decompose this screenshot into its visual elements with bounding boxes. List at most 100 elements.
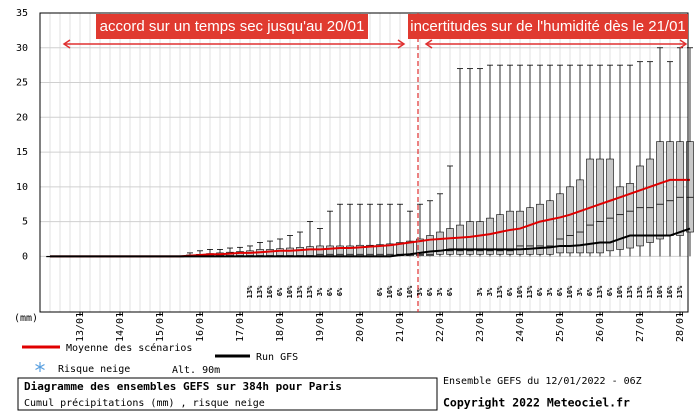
box [656, 141, 664, 240]
legend-label: Run GFS [256, 352, 298, 363]
altitude: Alt. 90m [172, 365, 220, 376]
box [446, 228, 454, 255]
annotation: accord sur un temps sec jusqu'au 20/01 [100, 18, 365, 35]
box [556, 193, 564, 254]
snow-risk-label: 6% [276, 287, 284, 296]
snow-risk-label: 6% [446, 287, 454, 296]
x-tick-label: 21/01 [395, 312, 406, 342]
copyright: Copyright 2022 Meteociel.fr [443, 396, 630, 410]
box [486, 217, 494, 255]
box [426, 235, 434, 256]
box [676, 141, 684, 236]
snow-risk-label: 3% [316, 287, 324, 296]
x-tick-label: 23/01 [475, 312, 486, 342]
annotation-box [408, 14, 688, 39]
snow-risk-label: 13% [646, 285, 654, 298]
box [296, 247, 304, 256]
series-line [50, 227, 691, 258]
box [306, 246, 314, 256]
legend-label: Risque neige [58, 364, 130, 375]
legend-label: Moyenne des scénarios [66, 342, 192, 354]
snow-risk-label: 6% [426, 287, 434, 296]
snow-risk-label: 6% [536, 287, 544, 296]
snow-risk-label: 10% [406, 285, 414, 298]
x-tick-label: 16/01 [195, 312, 206, 342]
snow-risk-label: 3% [576, 287, 584, 296]
snow-risk-label: 13% [246, 285, 254, 298]
x-tick-label: 25/01 [555, 312, 566, 342]
snow-risk-label: 3% [476, 287, 484, 296]
marks [46, 47, 694, 258]
snow-risk-label: 6% [336, 287, 344, 296]
plot-frame [39, 12, 689, 313]
x-tick-label: 13/01 [75, 312, 86, 342]
snow-risk-label: 13% [306, 285, 314, 298]
box [686, 141, 694, 233]
x-tick-label: 26/01 [595, 312, 606, 342]
snow-risk-label: 13% [526, 285, 534, 298]
x-tick-label: 17/01 [235, 312, 246, 342]
box [286, 247, 294, 256]
snow-risk-label: 6% [376, 287, 384, 296]
snow-risk-label: 3% [546, 287, 554, 296]
snow-risk-label: 10% [516, 285, 524, 298]
arrows [62, 39, 688, 49]
snow-risk-label: 3% [486, 287, 494, 296]
snow-risk-label: 3% [416, 287, 424, 296]
snow-risk-label: 6% [506, 287, 514, 296]
box [436, 231, 444, 255]
box [496, 214, 504, 255]
snow-risk-label: 6% [556, 287, 564, 296]
box [646, 158, 654, 243]
snow-risk-label: 6% [586, 287, 594, 296]
x-tick-label: 28/01 [675, 312, 686, 342]
snow-risk-label: 13% [676, 285, 684, 298]
snow-risk-label: 13% [636, 285, 644, 298]
box [276, 248, 284, 256]
box [666, 141, 674, 236]
title-box [17, 377, 438, 411]
x-tick-label: 19/01 [315, 312, 326, 342]
box [456, 224, 464, 255]
box [616, 186, 624, 250]
y-tick-label: 5 [22, 217, 28, 228]
snow-risk-label: 6% [606, 287, 614, 296]
snow-risk-label: 10% [286, 285, 294, 298]
x-tick-label: 15/01 [155, 312, 166, 342]
box [626, 183, 634, 249]
y-tick-label: 15 [16, 147, 28, 158]
snow-risk-label: 10% [616, 285, 624, 298]
snow-risk-label: 13% [596, 285, 604, 298]
x-tick-label: 20/01 [355, 312, 366, 342]
y-tick-label: 35 [16, 8, 28, 19]
x-tick-label: 18/01 [275, 312, 286, 342]
y-tick-label: 10 [16, 182, 28, 193]
box [406, 240, 414, 256]
snow-risk-label: 6% [396, 287, 404, 296]
box [576, 179, 584, 254]
box [546, 200, 554, 255]
source: Ensemble GEFS du 12/01/2022 - 06Z [443, 376, 642, 387]
snow-risk-label: 10% [386, 285, 394, 298]
snow-risk-label: 13% [496, 285, 504, 298]
y-unit: (mm) [14, 313, 38, 324]
x-tick-label: 24/01 [515, 312, 526, 342]
y-tick-label: 20 [16, 112, 28, 123]
box [416, 238, 424, 256]
x-tick-label: 22/01 [435, 312, 446, 342]
snow-risk-label: 13% [256, 285, 264, 298]
chart-title: Diagramme des ensembles GEFS sur 384h po… [24, 380, 342, 393]
snow-risk-label: 6% [326, 287, 334, 296]
annotation-box [96, 14, 368, 39]
x-tick-label: 27/01 [635, 312, 646, 342]
box [566, 186, 574, 254]
snow-risk-label: 16% [266, 285, 274, 298]
snow-risk-label: 3% [436, 287, 444, 296]
box [476, 221, 484, 255]
x-tick-label: 14/01 [115, 312, 126, 342]
annotation: incertitudes sur de l'humidité dès le 21… [410, 18, 686, 35]
chart-subtitle: Cumul précipitations (mm) , risque neige [24, 397, 265, 409]
box [606, 158, 614, 252]
snow-risk-label: 13% [626, 285, 634, 298]
